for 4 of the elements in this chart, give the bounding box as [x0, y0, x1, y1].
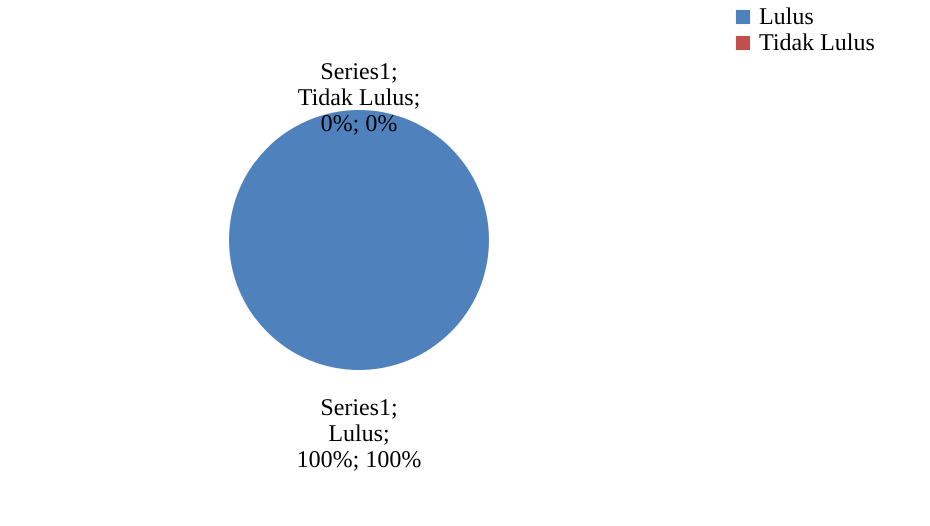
text: Series1; Tidak Lulus; 0%; 0% [298, 59, 420, 137]
data-label: Series1; Lulus; 100%; 100% [296, 395, 422, 473]
legend-label: Lulus [759, 4, 814, 30]
legend-label: Tidak Lulus [759, 30, 875, 56]
